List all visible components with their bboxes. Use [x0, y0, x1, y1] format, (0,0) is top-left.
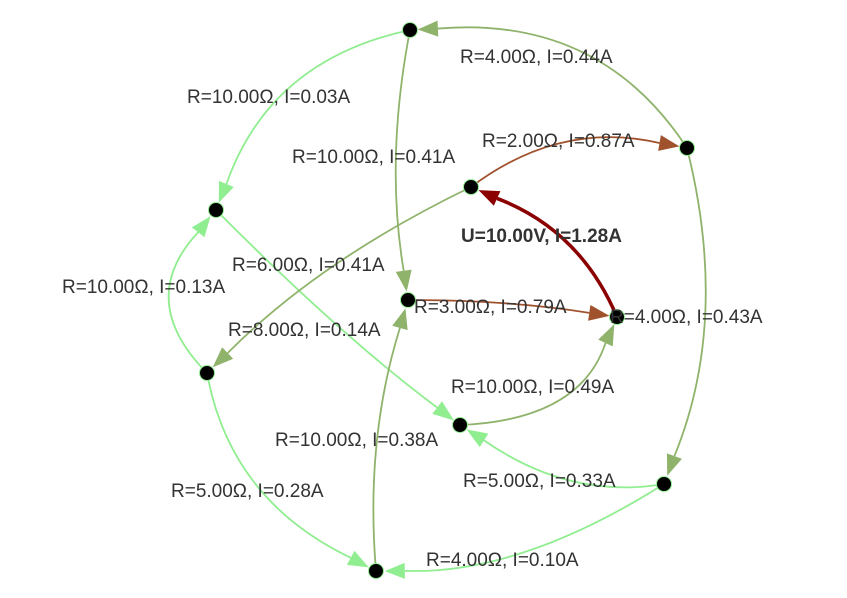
e-n7-n6-wire [459, 342, 607, 426]
e-n0-n1-wire [225, 29, 411, 185]
e-n1-n7-wire [215, 209, 438, 409]
e-n3-n2-label: R=2.00Ω, I=0.87A [482, 131, 635, 152]
e-n2-n0-label: R=4.00Ω, I=0.44A [460, 47, 613, 68]
e-n8-n9-arrowhead [384, 562, 405, 579]
e-n0-n4-wire [394, 29, 411, 271]
e-n8-n9-label: R=4.00Ω, I=0.10A [426, 550, 579, 571]
node-n9 [368, 563, 384, 579]
e-n3-n2-wire [470, 136, 660, 188]
e-n2-n8-label: R=4.00Ω, I=0.43A [610, 307, 763, 328]
e-n3-n2-arrowhead [658, 135, 680, 151]
e-n8-n7-wire [483, 439, 665, 489]
e-n4-n6-arrowhead [588, 304, 610, 321]
e-n0-n4-arrowhead [395, 269, 412, 292]
label-layer: R=10.00Ω, I=0.03A R=10.00Ω, I=0.41A R=4.00… [62, 47, 763, 571]
e-n7-n6-arrowhead [598, 324, 615, 347]
node-n0 [402, 22, 418, 38]
e-n5-n9-label: R=5.00Ω, I=0.28A [171, 481, 324, 502]
node-n6 [609, 309, 625, 325]
e-n9-n4-label: R=10.00Ω, I=0.38A [275, 430, 438, 451]
e-n2-n0-arrowhead [417, 20, 439, 37]
e-n6-n3-label: U=10.00V, I=1.28A [461, 226, 622, 247]
node-n4 [400, 292, 416, 308]
node-n8 [656, 476, 672, 492]
e-n6-n3-wire [496, 196, 619, 318]
node-n1 [208, 202, 224, 218]
e-n4-n6-wire [407, 299, 590, 314]
e-n6-n3-arrowhead [478, 190, 501, 206]
e-n3-n5-label: R=8.00Ω, I=0.14A [228, 320, 381, 341]
node-n7 [452, 417, 468, 433]
e-n8-n7-arrowhead [466, 429, 489, 448]
e-n9-n4-arrowhead [392, 308, 408, 331]
e-n2-n0-wire [437, 26, 688, 149]
edge-layer [167, 20, 707, 579]
node-n3 [463, 179, 479, 195]
e-n5-n1-wire [167, 231, 208, 374]
e-n2-n8-wire [673, 147, 707, 457]
e-n5-n1-arrowhead [191, 216, 211, 238]
node-n5 [199, 365, 215, 381]
e-n8-n9-wire [404, 483, 665, 572]
e-n2-n8-arrowhead [666, 453, 682, 476]
e-n0-n1-arrowhead [218, 180, 234, 203]
e-n3-n5-arrowhead [212, 347, 234, 368]
e-n5-n9-arrowhead [346, 550, 369, 568]
e-n1-n7-label: R=6.00Ω, I=0.41A [232, 255, 385, 276]
e-n1-n7-arrowhead [432, 401, 454, 421]
e-n0-n1-label: R=10.00Ω, I=0.03A [187, 87, 350, 108]
e-n8-n7-label: R=5.00Ω, I=0.33A [463, 471, 616, 492]
e-n5-n1-label: R=10.00Ω, I=0.13A [62, 277, 225, 298]
e-n5-n9-wire [206, 372, 352, 559]
e-n0-n4-label: R=10.00Ω, I=0.41A [292, 147, 455, 168]
e-n3-n5-wire [227, 186, 472, 354]
e-n4-n6-label: R=3.00Ω, I=0.79A [414, 297, 567, 318]
node-layer [199, 22, 695, 579]
e-n9-n4-wire [372, 327, 401, 572]
e-n7-n6-label: R=10.00Ω, I=0.49A [451, 377, 614, 398]
node-n2 [679, 140, 695, 156]
